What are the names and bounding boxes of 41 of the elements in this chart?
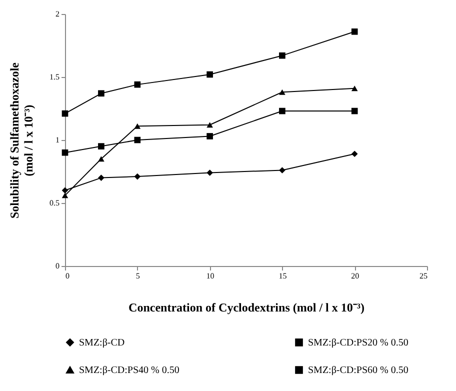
point — [351, 86, 358, 92]
point — [134, 136, 141, 144]
legend-label: SMZ:β-CD:PS60 % 0.50 — [308, 365, 408, 376]
point — [62, 110, 68, 117]
legend-label: SMZ:β-CD — [79, 337, 125, 348]
point — [206, 133, 213, 140]
point — [98, 143, 104, 150]
y-tick-label: 1 — [56, 136, 60, 144]
y-tick-label: 0 — [56, 262, 60, 270]
point — [62, 187, 68, 194]
x-tick-label: 20 — [351, 272, 360, 280]
legend-label: SMZ:β-CD:PS40 % 0.50 — [79, 365, 180, 376]
point — [279, 108, 286, 114]
x-tick-label: 0 — [66, 272, 70, 280]
point — [351, 28, 358, 35]
point — [279, 52, 286, 59]
y-tick-label: 0.5 — [50, 198, 60, 208]
point — [62, 149, 68, 156]
point — [351, 150, 358, 158]
point — [279, 167, 286, 174]
point — [279, 89, 286, 95]
point — [206, 122, 213, 128]
point — [98, 90, 104, 97]
x-tick-label: 10 — [206, 272, 214, 280]
point — [134, 81, 141, 88]
point — [206, 71, 213, 78]
x-tick-label: 25 — [420, 272, 428, 280]
x-axis-title: Concentration of Cyclodextrins (mol / l x 10⁻³) — [128, 300, 364, 314]
point — [351, 108, 358, 114]
x-tick-label: 15 — [278, 272, 287, 280]
y-tick-label: 1.5 — [50, 72, 60, 82]
x-tick-label: 5 — [136, 272, 140, 280]
point — [98, 156, 104, 162]
point — [134, 173, 141, 180]
y-axis-title: Solubility of Sulfamethoxazole (mol / l x 10⁻³) — [8, 62, 36, 219]
point — [206, 170, 213, 176]
y-tick-label: 2 — [56, 10, 60, 18]
point — [62, 192, 68, 198]
legend-label: SMZ:β-CD:PS20 % 0.50 — [308, 337, 408, 348]
point — [134, 123, 141, 129]
point — [98, 174, 104, 181]
